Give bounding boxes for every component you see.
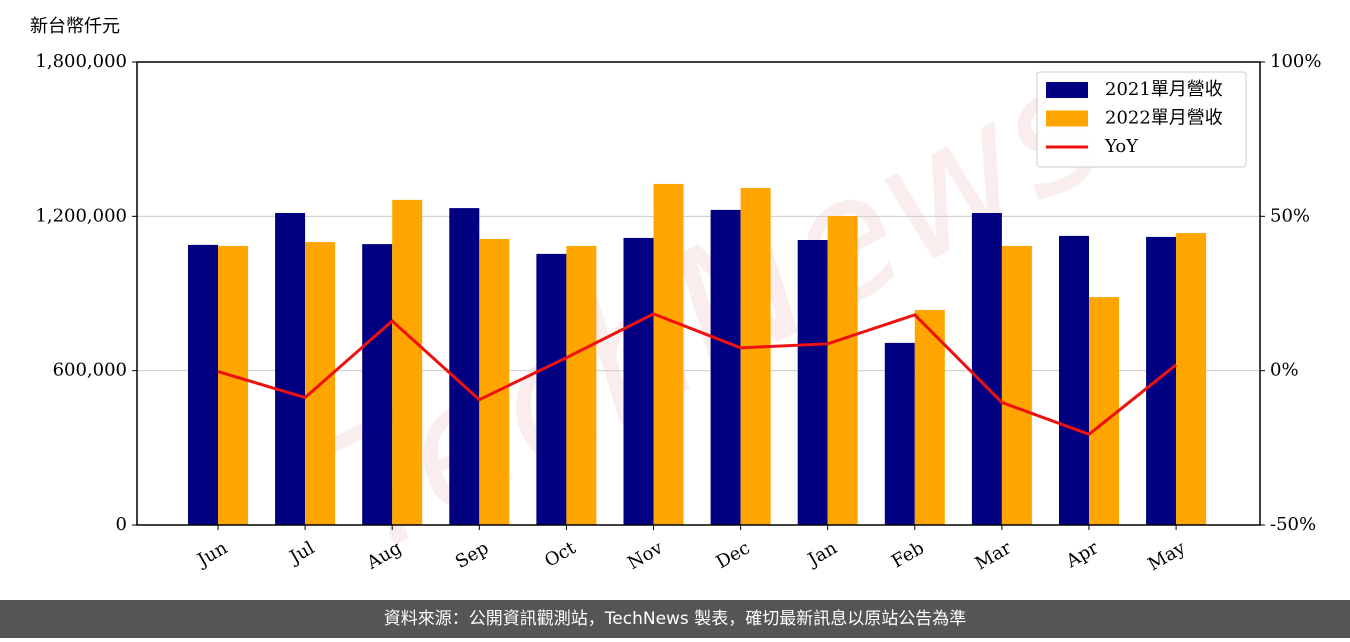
bar bbox=[392, 199, 423, 526]
bar bbox=[275, 212, 306, 525]
x-tick-label: Feb bbox=[888, 537, 928, 572]
bar bbox=[362, 244, 393, 525]
bar bbox=[188, 244, 218, 525]
bar bbox=[449, 208, 480, 525]
bar bbox=[1059, 235, 1089, 526]
bar bbox=[1176, 233, 1207, 525]
y-tick-label: 0 bbox=[116, 514, 127, 535]
legend-label: YoY bbox=[1104, 136, 1139, 157]
x-tick-label: Jan bbox=[803, 537, 841, 571]
x-tick-label: Nov bbox=[624, 537, 667, 574]
bar bbox=[1001, 245, 1032, 526]
x-tick-label: Jun bbox=[192, 537, 231, 572]
x-tick-label: Apr bbox=[1062, 537, 1102, 572]
y2-tick-label: -50% bbox=[1270, 514, 1316, 535]
x-tick-label: Oct bbox=[541, 537, 580, 572]
legend-label: 2022單月營收 bbox=[1105, 108, 1223, 129]
x-tick-label: Mar bbox=[972, 537, 1016, 574]
x-tick-label: Jul bbox=[285, 537, 319, 569]
legend-swatch bbox=[1046, 82, 1088, 98]
y2-tick-label: 100% bbox=[1270, 51, 1321, 72]
y-tick-label: 600,000 bbox=[53, 360, 127, 381]
footer-bar bbox=[0, 600, 1350, 638]
bar bbox=[1146, 236, 1177, 525]
bar bbox=[566, 245, 597, 526]
bar bbox=[914, 309, 945, 525]
y2-tick-label: 50% bbox=[1270, 205, 1310, 226]
bar bbox=[797, 239, 828, 525]
y2-tick-label: 0% bbox=[1270, 360, 1299, 381]
legend-swatch bbox=[1046, 110, 1088, 127]
bar bbox=[971, 212, 1002, 525]
bar bbox=[653, 183, 684, 525]
footer-text: 資料來源：公開資訊觀測站，TechNews 製表，確切最新訊息以原站公告為準 bbox=[384, 609, 966, 629]
legend-box bbox=[1036, 71, 1247, 168]
legend-label: 2021單月營收 bbox=[1105, 79, 1223, 100]
x-tick-label: Dec bbox=[713, 537, 754, 573]
bar bbox=[884, 342, 915, 525]
bar bbox=[740, 188, 771, 526]
bar bbox=[218, 245, 248, 526]
bar bbox=[536, 253, 567, 526]
y-tick-label: 1,200,000 bbox=[35, 205, 127, 226]
x-tick-label: May bbox=[1145, 537, 1190, 575]
y-tick-label: 1,800,000 bbox=[35, 51, 127, 72]
bar bbox=[623, 237, 654, 525]
line bbox=[217, 312, 1178, 436]
bar bbox=[479, 238, 510, 526]
plot-frame bbox=[136, 61, 1261, 526]
y-axis-label: 新台幣仟元 bbox=[30, 16, 120, 37]
bar bbox=[710, 209, 741, 525]
bar bbox=[1089, 297, 1119, 525]
bar bbox=[827, 216, 858, 525]
